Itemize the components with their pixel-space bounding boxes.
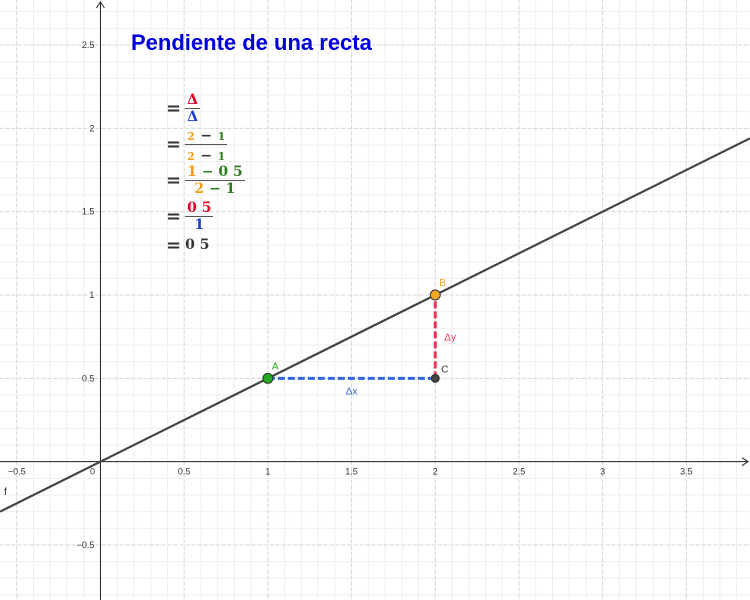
fraction-coordinates: 2 − 1 2 − 1 — [185, 125, 228, 164]
denominator-difference: 2 − 1 — [185, 145, 227, 164]
slope-result: 0 5 — [185, 237, 210, 253]
numerator-difference: 2 − 1 — [185, 125, 228, 145]
page-title: Pendiente de una recta — [131, 30, 372, 55]
point-c[interactable] — [430, 373, 440, 383]
fraction-result: 0 5 1 — [185, 199, 214, 233]
delta-y-value: 0 5 — [185, 199, 214, 217]
x-tick-label: 3 — [600, 467, 605, 477]
point-c-label: C — [441, 364, 448, 375]
y1-value: − 0 5 — [201, 163, 243, 180]
minus-sign: − — [200, 127, 213, 144]
x-tick-label: 0 — [90, 467, 95, 477]
y2-term: 2 — [187, 129, 195, 143]
x-tick-label: 3.5 — [680, 467, 693, 477]
slope-formula: = Δ Δ = 2 − 1 2 − 1 = — [166, 90, 245, 256]
x2-value: 2 — [194, 180, 205, 197]
line-f[interactable]: f — [0, 137, 750, 513]
numerator-delta-y: Δ — [185, 91, 200, 109]
equals-sign: = — [166, 133, 182, 155]
equals-sign: = — [166, 169, 182, 191]
point-b[interactable] — [429, 289, 441, 301]
y-tick-label: −0.5 — [77, 540, 95, 550]
x-tick-label: 1 — [265, 467, 270, 477]
formula-row-4: = 0 5 1 — [166, 198, 245, 234]
y-tick-label: 2 — [89, 123, 94, 133]
formula-row-5: = 0 5 — [166, 234, 245, 256]
x-tick-label: 0.5 — [178, 467, 191, 477]
equals-sign: = — [166, 234, 182, 256]
delta-y-label: Δy — [444, 333, 456, 344]
y-tick-label: 1.5 — [82, 207, 95, 217]
line-f-path[interactable] — [0, 137, 750, 513]
formula-row-2: = 2 − 1 2 − 1 — [166, 125, 245, 164]
denominator-delta-x: Δ — [187, 108, 198, 125]
delta-x-value: 1 — [194, 216, 205, 233]
point-a-label: A — [272, 361, 279, 372]
delta-segments[interactable]: Δx Δy — [267, 295, 456, 397]
point-a[interactable] — [262, 372, 274, 384]
y2-value: 1 — [187, 163, 197, 180]
y-tick-label: 0.5 — [82, 373, 95, 383]
equals-sign: = — [166, 97, 182, 119]
y-axis-arrow-icon — [96, 1, 105, 9]
delta-x-label: Δx — [346, 386, 358, 397]
x1-term: 1 — [217, 149, 226, 163]
numerator-values: 1 − 0 5 — [185, 164, 245, 181]
x1-value: − 1 — [209, 180, 236, 197]
x-tick-label: 2 — [433, 467, 438, 477]
x-tick-label: −0.5 — [8, 467, 26, 477]
y1-term: 1 — [217, 129, 226, 143]
points[interactable]: A B C — [262, 278, 449, 384]
fraction-values: 1 − 0 5 2 − 1 — [185, 164, 245, 197]
y-tick-label: 2.5 — [82, 40, 95, 50]
line-f-label: f — [4, 487, 7, 498]
x-axis-arrow-icon — [741, 457, 749, 467]
denominator-values: 2 − 1 — [192, 181, 237, 197]
formula-row-3: = 1 − 0 5 2 − 1 — [166, 162, 245, 198]
x-tick-label: 1.5 — [345, 467, 358, 477]
x-tick-label: 2.5 — [513, 467, 526, 477]
fraction-delta: Δ Δ — [185, 92, 200, 125]
equals-sign: = — [166, 205, 182, 227]
minus-sign: − — [200, 147, 213, 164]
point-b-label: B — [439, 278, 446, 289]
x2-term: 2 — [187, 149, 195, 163]
formula-row-1: = Δ Δ — [166, 90, 245, 126]
tick-labels: −0.5 0 0.5 1 1.5 2 2.5 3 3.5 2.5 2 1.5 1 0.5 −0.5 — [8, 40, 693, 550]
y-tick-label: 1 — [89, 290, 94, 300]
